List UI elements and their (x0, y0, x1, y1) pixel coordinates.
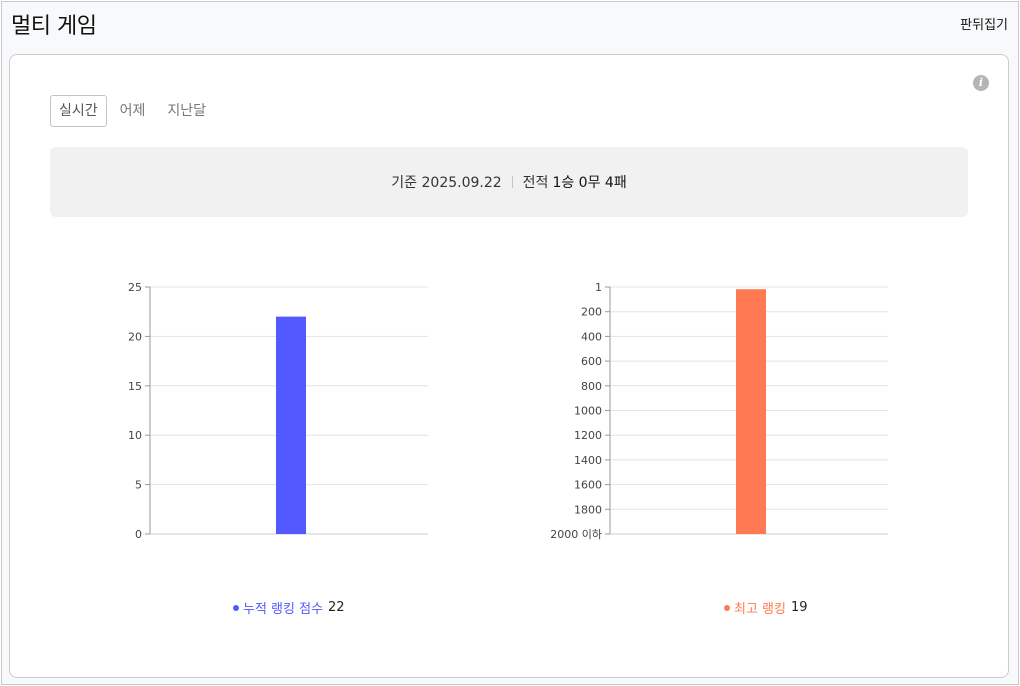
ranking-y-tick-label: 1000 (574, 405, 602, 418)
summary-record-value: 1승 0무 4패 (552, 175, 627, 191)
ranking-y-tick-label: 400 (581, 330, 602, 343)
summary-date: 기준 2025.09.22 (391, 175, 502, 191)
ranking-bar (736, 289, 766, 534)
ranking-y-tick-label: 1800 (574, 503, 602, 516)
summary-bar: 기준 2025.09.22 전적 1승 0무 4패 (50, 147, 968, 217)
ranking-y-tick-label: 800 (581, 380, 602, 393)
score-y-tick-label: 20 (128, 330, 142, 343)
score-bar (276, 316, 306, 534)
score-legend-value: 22 (328, 600, 345, 615)
fold-button[interactable]: 판뒤집기 (960, 18, 1008, 33)
score-legend: 누적 랭킹 점수 22 (233, 598, 345, 617)
ranking-y-tick-label: 600 (581, 355, 602, 368)
ranking-legend: 최고 랭킹 19 (724, 598, 808, 617)
score-y-tick-label: 0 (135, 528, 142, 541)
ranking-y-tick-label: 1600 (574, 479, 602, 492)
tab-realtime[interactable]: 실시간 (50, 95, 107, 127)
ranking-legend-label: 최고 랭킹 (734, 602, 786, 617)
ranking-y-tick-label: 2000 이하 (550, 527, 602, 541)
summary-divider (511, 176, 513, 188)
ranking-chart: 1 200 400 600 800 1000 1200 1400 1600 1800 2000 이하 (530, 275, 930, 579)
ranking-legend-dot (724, 604, 730, 611)
ranking-legend-value: 19 (790, 600, 808, 615)
score-chart-svg: 0 5 10 15 20 25 (128, 281, 428, 541)
score-y-tick-label: 15 (128, 380, 142, 393)
ranking-y-tick-label: 1400 (574, 454, 602, 467)
ranking-y-tick-label: 200 (581, 306, 602, 319)
score-y-tick-label: 5 (135, 479, 142, 492)
summary-record-prefix: 전적 (522, 175, 549, 191)
score-y-tick-label: 10 (128, 429, 142, 442)
score-legend-dot (233, 604, 239, 611)
page-title: 멀티 게임 (11, 14, 97, 39)
ranking-y-tick-label: 1200 (574, 429, 602, 442)
stats-card: i 실시간 어제 지난달 기준 2025.09.22 전적 1승 0무 4패 0… (9, 54, 1009, 678)
ranking-y-tick-label: 1 (595, 281, 602, 294)
tab-last-month[interactable]: 지난달 (167, 103, 207, 119)
score-legend-label: 누적 랭킹 점수 (243, 602, 324, 617)
tab-yesterday[interactable]: 어제 (119, 103, 146, 119)
score-chart: 0 5 10 15 20 25 (70, 275, 470, 579)
score-y-tick-label: 25 (128, 281, 142, 294)
info-icon[interactable]: i (973, 75, 989, 91)
period-tabs: 실시간 어제 지난달 (50, 95, 219, 127)
